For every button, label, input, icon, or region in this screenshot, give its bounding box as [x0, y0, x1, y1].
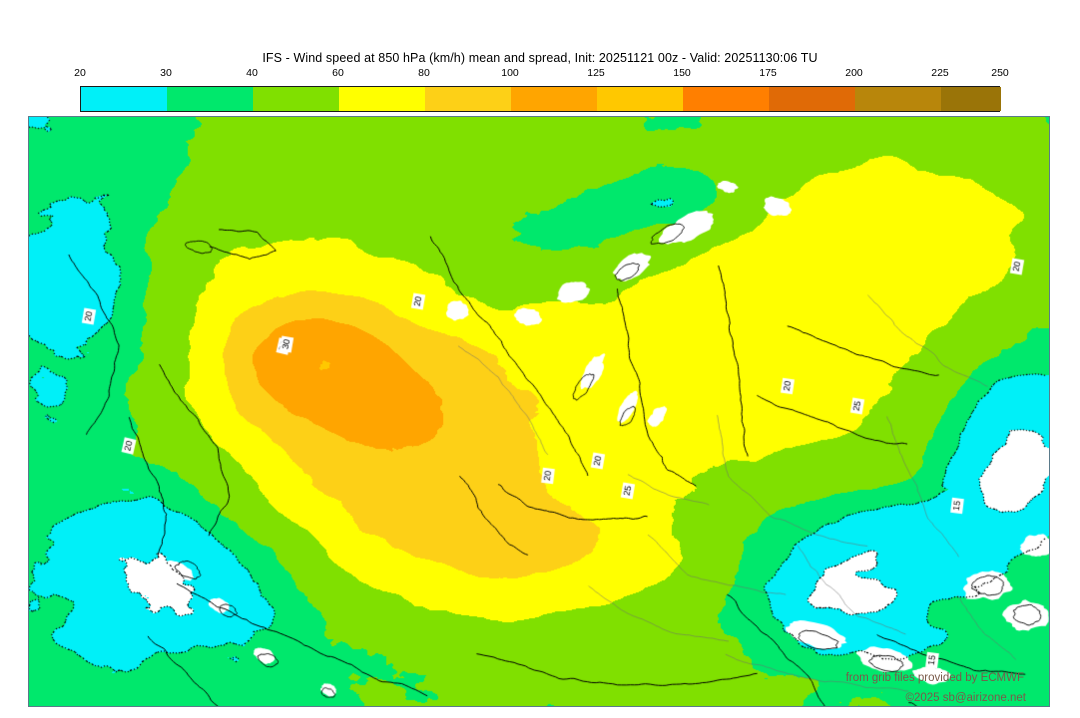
colorbar-tick-20: 20	[74, 67, 86, 79]
colorbar-tick-250: 250	[991, 67, 1009, 79]
colorbar-tick-labels: 20 30 40 60 80 100 125 150 175 200 225 250	[74, 67, 1009, 83]
colorbar-segment	[941, 87, 1001, 111]
colorbar-tick-200: 200	[845, 67, 863, 79]
colorbar-tick-80: 80	[418, 67, 430, 79]
colorbar-segment	[683, 87, 769, 111]
colorbar-tick-225: 225	[931, 67, 949, 79]
colorbar-gradient	[80, 86, 1001, 112]
colorbar-segment	[167, 87, 253, 111]
colorbar-segment	[81, 87, 167, 111]
colorbar-tick-40: 40	[246, 67, 258, 79]
wind-speed-field	[29, 117, 1049, 706]
colorbar-tick-125: 125	[587, 67, 605, 79]
colorbar-segment	[597, 87, 683, 111]
weather-map[interactable]	[28, 116, 1050, 707]
colorbar-segment	[769, 87, 855, 111]
colorbar-tick-100: 100	[501, 67, 519, 79]
colorbar-legend: 20 30 40 60 80 100 125 150 175 200 225 250	[74, 67, 1009, 112]
colorbar-segment	[511, 87, 597, 111]
colorbar-tick-175: 175	[759, 67, 777, 79]
colorbar-segment	[253, 87, 339, 111]
colorbar-segment	[425, 87, 511, 111]
colorbar-segment	[855, 87, 941, 111]
page-title: IFS - Wind speed at 850 hPa (km/h) mean …	[262, 51, 818, 65]
colorbar-tick-150: 150	[673, 67, 691, 79]
colorbar-segment	[339, 87, 425, 111]
colorbar-tick-60: 60	[332, 67, 344, 79]
colorbar-tick-30: 30	[160, 67, 172, 79]
